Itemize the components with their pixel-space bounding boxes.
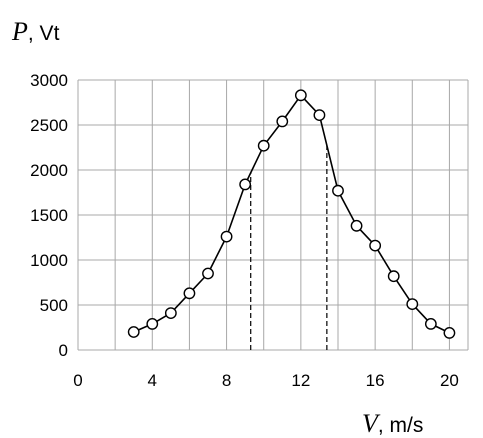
data-point-marker	[220, 230, 233, 243]
data-point-marker	[294, 89, 307, 102]
x-tick-label: 16	[366, 371, 385, 390]
y-tick-label: 0	[59, 341, 68, 360]
y-tick-label: 2000	[30, 161, 68, 180]
x-axis-variable: V	[362, 409, 381, 438]
y-axis-unit: , Vt	[28, 22, 60, 45]
data-point-marker	[127, 326, 140, 338]
data-point-marker	[164, 307, 177, 319]
x-tick-label: 12	[291, 371, 310, 390]
y-tick-label: 500	[40, 296, 68, 315]
data-point-marker	[443, 326, 456, 339]
y-axis-title: P, Vt	[11, 17, 60, 46]
data-point-marker	[350, 219, 363, 232]
y-tick-label: 2500	[30, 116, 68, 135]
data-point-marker	[332, 184, 344, 197]
data-point-marker	[202, 267, 214, 280]
x-tick-label: 20	[440, 371, 459, 390]
data-point-marker	[183, 287, 196, 300]
x-tick-labels: 0 4 8 12 16 20	[73, 371, 459, 390]
reference-lines	[250, 145, 328, 350]
data-point-marker	[406, 298, 419, 310]
y-tick-label: 1500	[30, 206, 68, 225]
data-point-marker	[276, 115, 289, 128]
data-point-marker	[424, 317, 437, 330]
x-tick-label: 8	[222, 371, 231, 390]
data-point-marker	[146, 317, 159, 330]
x-axis-unit: , m/s	[378, 414, 424, 437]
series-group	[127, 89, 456, 339]
data-point-marker	[369, 239, 382, 252]
x-tick-label: 0	[73, 371, 82, 390]
data-point-marker	[239, 178, 252, 191]
series-line	[133, 94, 450, 334]
y-axis-variable: P	[11, 17, 28, 46]
data-point-marker	[313, 109, 326, 122]
x-tick-label: 4	[148, 371, 157, 390]
y-tick-label: 3000	[30, 71, 68, 90]
data-point-marker	[257, 139, 270, 152]
data-point-marker	[387, 270, 400, 283]
y-tick-labels: 0 500 1000 1500 2000 2500 3000	[30, 71, 68, 360]
x-axis-title: V, m/s	[362, 409, 423, 438]
y-tick-label: 1000	[30, 251, 68, 270]
grid	[77, 79, 469, 351]
